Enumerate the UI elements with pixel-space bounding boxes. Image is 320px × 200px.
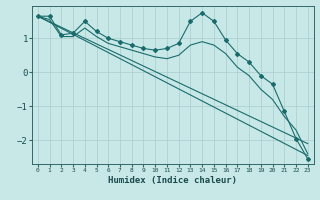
X-axis label: Humidex (Indice chaleur): Humidex (Indice chaleur): [108, 176, 237, 185]
